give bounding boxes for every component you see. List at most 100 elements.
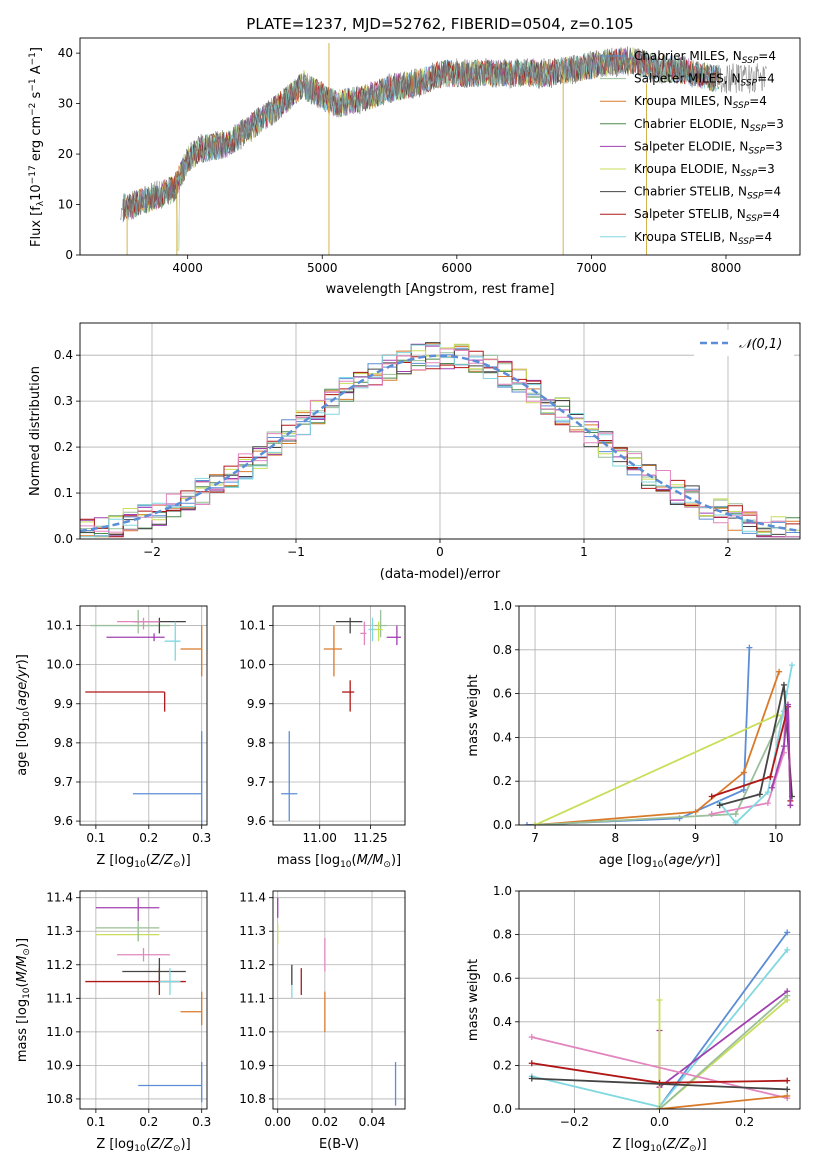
y-tick-label: 0.2 [54,440,73,454]
y-tick-label: 9.9 [247,697,266,711]
histogram-series [80,348,800,538]
label-part: Kroupa STELIB, N [634,230,738,244]
mass-weight-lines [524,644,795,825]
y-tick-label: 0.8 [493,643,512,657]
y-tick-label: 0.4 [493,1015,512,1029]
label-part: Flux [f [29,206,44,247]
label-part: )] [181,1137,191,1152]
x-tick-label: −0.2 [560,1115,589,1129]
label-part: Kroupa MILES, N [634,94,733,108]
y-tick-label: 10.9 [46,1058,73,1072]
label-part: Chabrier ELODIE, N [634,117,750,131]
x-tick-label: 0.02 [311,1115,338,1129]
x-tick-label: −1 [287,545,305,559]
label-part: ⊙ [689,1144,697,1154]
x-tick-label: 9 [692,831,700,845]
mass-weight-marker [708,793,715,800]
x-axis-label: E(B-V) [319,1137,359,1152]
y-tick-label: 11.0 [239,1025,266,1039]
mass-weight-marker [524,822,531,825]
legend-label: Kroupa MILES, NSSP=4 [634,94,767,111]
y-tick-label: 20 [58,147,73,161]
mass-weight-marker [780,681,787,688]
x-tick-label: 6000 [442,261,473,275]
mass-weight-marker [716,802,723,809]
label-part: )] [710,853,720,868]
legend-label: Kroupa ELODIE, NSSP=3 [634,162,775,179]
y-tick-label: 11.0 [46,1025,73,1039]
legend-label: 𝒩(0,1) [739,337,782,352]
legend-label: Chabrier ELODIE, NSSP=3 [634,117,784,134]
label-part: 10 [29,184,44,201]
label-part: =4 [749,94,767,108]
mass-weight-marker [787,802,794,809]
label-part: Z [log [96,1137,134,1152]
mass-weight-marker [784,929,791,936]
x-tick-label: −2 [143,545,161,559]
mass-weight-marker [784,1077,791,1084]
label-part: −1 [28,78,38,91]
label-part: 10 [22,987,32,999]
label-part: −2 [28,103,38,116]
mass-weight-marker [756,791,763,798]
y-tick-label: 0.0 [493,1102,512,1116]
label-part: ( [15,706,30,711]
label-part: E(B-V) [319,1137,359,1152]
label-part: =4 [754,230,772,244]
mass-weight-vs-metallicity-panel: −0.2 0.0 0.2 0.0 0.2 0.4 0.6 0.8 1.0 Z [log10(Z/Z… [466,884,801,1154]
y-tick-label: 0.6 [493,687,512,701]
x-tick-label: 0.00 [264,1115,291,1129]
y-tick-label: 10.0 [46,658,73,672]
y-tick-label: 1.0 [493,884,512,898]
age-vs-mass-panel: 11.00 11.25 9.6 9.7 9.8 9.9 10.0 10.1 mass [log1… [239,605,406,870]
label-part: Salpeter STELIB, N [634,207,746,221]
mass-weight-line [658,999,788,1109]
mass-weight-marker [740,769,747,776]
label-part: Z/Z [150,1137,174,1152]
mass-weight-marker [784,946,791,953]
label-part: λ [36,200,46,206]
label-part: M/M [357,853,384,868]
x-tick-label: 0.1 [86,1115,105,1129]
histogram-series [80,343,800,538]
spectrum-lines [120,43,767,255]
label-part: Salpeter MILES, N [634,72,741,86]
axes-frame [79,37,801,256]
y-tick-label: 9.7 [54,775,73,789]
mass-weight-marker [656,997,663,1003]
x-axis-label: mass [log10(M/M⊙)] [277,853,401,870]
x-axis-label: (data-model)/error [380,567,501,582]
label-part: =4 [764,185,782,199]
mass-weight-marker [784,701,791,708]
y-axis-label: Flux [fλ10−17 erg cm−2 s−1 A−1] [28,47,46,247]
observed-spectrum [120,46,767,222]
label-part: SSP [747,192,764,202]
label-part: −17 [28,165,38,184]
label-part: ⊙ [383,860,391,870]
y-tick-label: 10.9 [239,1058,266,1072]
legend-label: Chabrier STELIB, NSSP=4 [634,185,781,202]
label-part: 10 [340,860,352,870]
label-part: M/M [15,956,30,983]
legend-label: Salpeter MILES, NSSP=4 [634,72,775,89]
x-tick-label: 11.25 [353,831,387,845]
x-tick-label: 7000 [576,261,607,275]
label-part: 10 [22,711,32,723]
mass-weight-line [658,931,788,1108]
y-tick-label: 11.4 [46,891,73,905]
label-part: =3 [766,117,784,131]
y-tick-label: 0.4 [54,348,73,362]
y-tick-label: 10 [58,198,73,212]
label-part: age/yr [15,663,30,706]
label-part: Chabrier MILES, N [634,49,742,63]
y-tick-label: 9.7 [247,775,266,789]
mass-weight-marker [767,773,774,780]
mass-weight-line [531,1077,788,1091]
x-tick-label: 0.2 [735,1115,754,1129]
error-bars [85,609,203,825]
y-tick-label: 0.0 [493,818,512,832]
mass-weight-line [535,671,780,825]
x-axis-label: Z [log10(Z/Z⊙)] [96,1137,190,1154]
residual-histogram-panel: −2 −1 0 1 2 0.0 0.1 0.2 0.3 0.4 (data-model)/error… [28,322,801,582]
label-part: SSP [746,214,763,224]
